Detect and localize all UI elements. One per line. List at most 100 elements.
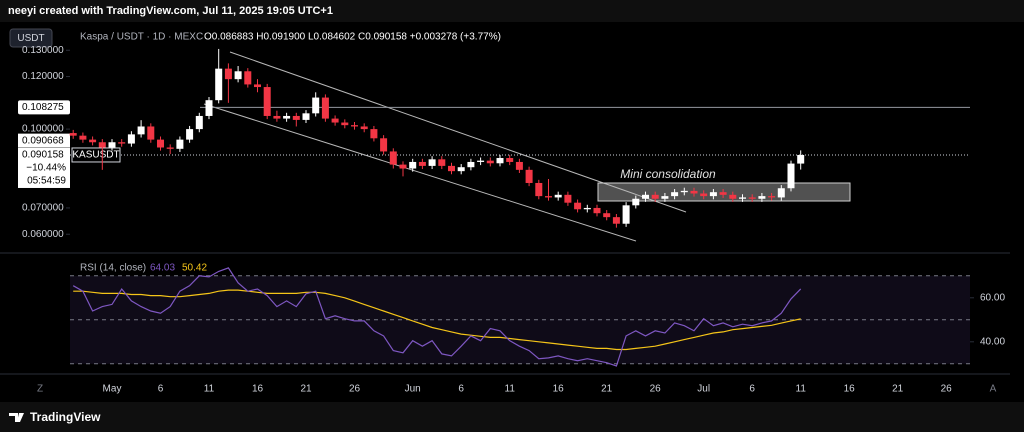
candle-body — [321, 97, 329, 119]
candle-body — [205, 100, 213, 116]
candle-body — [496, 158, 504, 164]
x-tick-label: 16 — [844, 384, 856, 395]
candle-body — [603, 213, 611, 218]
auto-icon[interactable]: A — [990, 384, 997, 395]
symbol-tag-label: KASUSDT — [72, 150, 119, 161]
candle-body — [428, 159, 436, 166]
candle-body — [583, 207, 591, 210]
x-tick-label: 16 — [252, 384, 264, 395]
candle-body — [758, 196, 766, 199]
candle-body — [263, 87, 271, 116]
candle-body — [690, 190, 698, 194]
x-tick-label: 6 — [158, 384, 164, 395]
mark-price-box — [18, 133, 70, 148]
last-price-label: 0.090158 — [22, 150, 64, 161]
candle-body — [593, 207, 601, 214]
candle-body — [351, 125, 358, 127]
currency-button[interactable] — [9, 28, 53, 48]
candle-body — [486, 160, 494, 164]
y-tick-label: 0.100000 — [22, 124, 64, 135]
rsi-ma-value: 50.42 — [182, 263, 207, 274]
candle-body — [341, 122, 349, 126]
candle-body — [574, 202, 582, 210]
candle-body — [157, 139, 164, 148]
rsi-tick-label: 60.00 — [980, 292, 1005, 303]
candle-body — [166, 147, 174, 149]
x-tick-label: Jul — [697, 384, 710, 395]
y-tick-label: 0.060000 — [22, 229, 64, 240]
candle-body — [545, 196, 552, 198]
candle-body — [457, 167, 465, 172]
candle-body — [612, 217, 620, 224]
candle-body — [467, 161, 475, 168]
currency[interactable]: USDT — [17, 33, 44, 44]
candle-body — [244, 71, 252, 85]
mark-price-label: 0.090668 — [22, 135, 64, 146]
candle-body — [195, 115, 203, 130]
candle-body — [224, 68, 232, 80]
candle-body — [554, 194, 562, 198]
candle-body — [651, 194, 659, 199]
footer-logo: TradingView — [30, 410, 101, 424]
candle-body — [787, 163, 795, 189]
candle-body — [370, 129, 378, 139]
candle-body — [525, 169, 533, 183]
candle-body — [477, 160, 485, 162]
price-line-box — [18, 100, 70, 115]
candle-body — [254, 84, 261, 88]
candle-body — [506, 158, 514, 162]
candle-body — [283, 115, 291, 119]
x-tick-label: 11 — [505, 384, 516, 395]
x-tick-label: 6 — [749, 384, 755, 395]
rsi-tick-label: 40.00 — [980, 336, 1005, 347]
candle-body — [292, 115, 300, 120]
candle-body — [438, 159, 446, 166]
last-price-box — [18, 147, 70, 188]
x-tick-label: 21 — [601, 384, 613, 395]
symbol-tag — [71, 147, 121, 163]
x-tick-label: 26 — [349, 384, 361, 395]
candle-body — [719, 192, 727, 195]
candle-body — [69, 133, 77, 136]
candle-body — [564, 194, 572, 203]
candle-body — [176, 139, 184, 149]
candle-body — [389, 151, 397, 165]
candle-body — [137, 126, 145, 135]
x-tick-label: 21 — [300, 384, 312, 395]
candle-body — [360, 126, 368, 130]
candle-body — [671, 192, 679, 197]
x-tick-label: 11 — [204, 384, 215, 395]
x-tick-label: 21 — [892, 384, 904, 395]
candle-body — [234, 71, 242, 80]
x-tick-label: May — [103, 384, 122, 395]
candle-body — [622, 205, 630, 224]
candle-body — [409, 161, 417, 169]
candle-body — [632, 198, 640, 206]
channel-lower — [203, 103, 637, 242]
candle-body — [680, 190, 688, 193]
rsi-line — [72, 267, 802, 367]
x-tick-label: 6 — [458, 384, 464, 395]
candle-body — [700, 193, 708, 197]
candle-body — [661, 196, 669, 199]
candle-body — [98, 142, 106, 148]
y-tick-label: 0.070000 — [22, 203, 64, 214]
zoom-icon[interactable]: Z — [37, 384, 43, 395]
candle-body — [331, 118, 339, 123]
rsi-ma-line — [73, 289, 801, 351]
candle-body — [535, 182, 543, 197]
ohlc-legend: O0.086883 H0.091900 L0.084602 C0.090158 … — [204, 32, 501, 43]
candle-body — [777, 188, 785, 198]
candle-body — [515, 161, 523, 170]
candle-body — [399, 164, 407, 169]
x-tick-label: Jun — [405, 384, 421, 395]
rsi-label: RSI (14, close) — [80, 263, 146, 274]
y-tick-label: 0.130000 — [22, 45, 64, 56]
last-price-countdown: 05:54:59 — [27, 176, 66, 187]
x-tick-label: 26 — [941, 384, 953, 395]
logo-icon — [9, 413, 24, 422]
y-tick-label: 0.120000 — [22, 71, 64, 82]
candle-body — [729, 194, 737, 199]
